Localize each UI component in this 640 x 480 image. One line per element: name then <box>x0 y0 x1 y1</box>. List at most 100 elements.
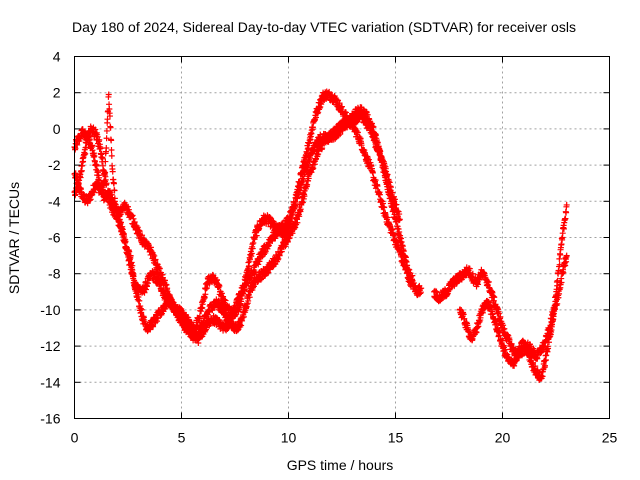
data-point-marker <box>108 147 115 154</box>
data-point-marker <box>128 262 135 269</box>
data-point-marker <box>239 314 246 321</box>
data-point-marker <box>286 235 293 242</box>
data-point-marker <box>202 286 209 293</box>
data-point-marker <box>361 147 368 154</box>
series-markers <box>456 252 570 384</box>
data-point-marker <box>557 251 564 258</box>
y-tick-label: -8 <box>48 266 61 282</box>
data-point-marker <box>142 321 149 328</box>
x-tick-label: 15 <box>388 430 404 446</box>
data-point-marker <box>369 169 376 176</box>
y-tick-label: 4 <box>53 49 61 65</box>
data-point-marker <box>95 169 102 176</box>
x-tick-label: 5 <box>178 430 186 446</box>
data-point-marker <box>220 304 227 311</box>
data-point-marker <box>363 109 370 116</box>
data-point-marker <box>108 152 115 159</box>
data-point-marker <box>558 241 565 248</box>
data-point-marker <box>157 311 164 318</box>
data-point-marker <box>120 230 127 237</box>
data-point-marker <box>106 113 113 120</box>
data-point-marker <box>136 297 143 304</box>
data-point-marker <box>119 223 126 230</box>
data-point-marker <box>103 144 110 151</box>
data-point-marker <box>305 175 312 182</box>
data-point-marker <box>249 245 256 252</box>
data-point-marker <box>372 177 379 184</box>
data-point-marker <box>104 116 111 123</box>
data-point-marker <box>246 294 253 301</box>
data-point-marker <box>129 270 136 277</box>
data-point-marker <box>305 144 312 151</box>
x-tick-label: 25 <box>602 430 618 446</box>
data-point-marker <box>245 297 252 304</box>
data-point-marker <box>110 180 117 187</box>
data-point-marker <box>117 219 124 226</box>
data-point-marker <box>274 256 281 263</box>
y-tick-label: -4 <box>48 193 61 209</box>
x-tick-labels: 0 5 10 15 20 25 <box>71 430 618 446</box>
data-point-marker <box>362 108 369 115</box>
data-point-marker <box>109 168 116 175</box>
data-point-marker <box>203 284 210 291</box>
x-tick-label: 10 <box>281 430 297 446</box>
data-point-marker <box>87 196 94 203</box>
chart-title: Day 180 of 2024, Sidereal Day-to-day VTE… <box>72 19 576 35</box>
y-tick-label: -2 <box>48 157 61 173</box>
data-point-marker <box>150 323 157 330</box>
data-point-marker <box>127 261 134 268</box>
data-point-marker <box>296 213 303 220</box>
y-tick-label: -6 <box>48 230 61 246</box>
data-point-marker <box>248 253 255 260</box>
data-point-marker <box>418 285 425 292</box>
data-point-marker <box>105 91 112 98</box>
data-points <box>71 88 570 384</box>
data-point-marker <box>122 236 129 243</box>
y-tick-label: -10 <box>40 302 60 318</box>
data-point-marker <box>384 214 391 221</box>
data-point-marker <box>294 219 301 226</box>
x-tick-label: 20 <box>495 430 511 446</box>
y-tick-label: 2 <box>53 85 61 101</box>
data-point-marker <box>97 181 104 188</box>
data-point-marker <box>250 284 257 291</box>
data-point-marker <box>126 256 133 263</box>
data-point-marker <box>107 124 114 131</box>
data-point-marker <box>222 297 229 304</box>
data-point-marker <box>310 165 317 172</box>
data-point-marker <box>201 294 208 301</box>
x-axis-label: GPS time / hours <box>287 457 394 473</box>
data-point-marker <box>213 276 220 283</box>
data-point-marker <box>234 327 241 334</box>
data-point-marker <box>253 232 260 239</box>
data-point-marker <box>378 197 385 204</box>
data-point-marker <box>216 283 223 290</box>
data-point-marker <box>103 135 110 142</box>
data-point-marker <box>103 127 110 134</box>
data-point-marker <box>315 109 322 116</box>
y-tick-label: -14 <box>40 374 60 390</box>
data-point-marker <box>250 239 257 246</box>
data-point-marker <box>301 193 308 200</box>
y-tick-labels: 4 2 0 -2 -4 -6 -8 -10 -12 -14 -16 <box>40 49 60 427</box>
y-axis-label: SDTVAR / TECUs <box>6 182 22 294</box>
data-point-marker <box>299 199 306 206</box>
data-point-marker <box>154 318 161 325</box>
data-point-marker <box>131 279 138 286</box>
y-tick-label: -12 <box>40 338 60 354</box>
y-tick-label: 0 <box>53 121 61 137</box>
data-point-marker <box>220 293 227 300</box>
data-point-marker <box>248 250 255 257</box>
data-point-marker <box>108 137 115 144</box>
data-point-marker <box>202 291 209 298</box>
data-point-marker <box>154 315 161 322</box>
data-point-marker <box>138 306 145 313</box>
data-point-marker <box>240 313 247 320</box>
data-point-marker <box>198 305 205 312</box>
data-point-marker <box>339 103 345 110</box>
data-point-marker <box>144 280 151 287</box>
data-point-marker <box>560 225 567 232</box>
data-point-marker <box>265 269 272 276</box>
data-point-marker <box>130 273 137 280</box>
